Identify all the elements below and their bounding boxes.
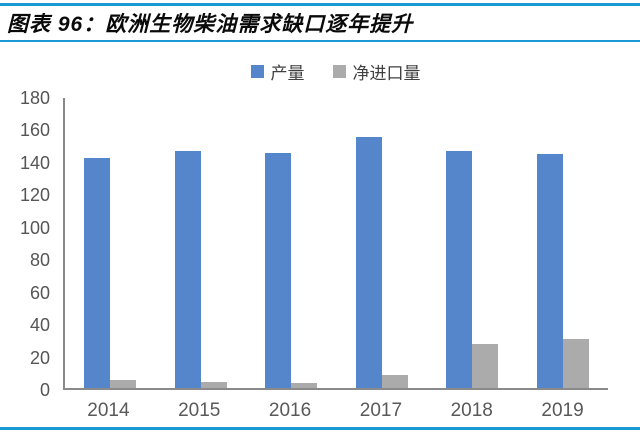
bar-group-2018 <box>427 98 518 388</box>
bar-net-imports-2017 <box>381 375 408 388</box>
bar-group-2016 <box>246 98 337 388</box>
bar-net-imports-2014 <box>110 379 137 388</box>
legend-swatch-net-imports <box>332 64 346 78</box>
x-label-2016: 2016 <box>268 400 312 421</box>
x-axis-labels: 2014 2015 2016 2017 2018 2019 <box>63 400 608 424</box>
legend-swatch-production <box>250 64 264 78</box>
y-tick-40: 40 <box>29 315 50 336</box>
bar-net-imports-2015 <box>200 381 227 388</box>
title-divider <box>0 40 640 42</box>
x-label-2018: 2018 <box>450 400 493 421</box>
bar-production-2015 <box>174 151 201 388</box>
bar-net-imports-2019 <box>562 339 589 388</box>
y-tick-100: 100 <box>19 217 50 238</box>
y-tick-180: 180 <box>19 88 50 108</box>
figure-title: 图表 96：欧洲生物柴油需求缺口逐年提升 <box>7 13 414 36</box>
bar-group-2015 <box>156 98 247 388</box>
x-label-2015: 2015 <box>178 400 221 421</box>
x-label-2017: 2017 <box>359 400 403 421</box>
legend-item-net-imports: 净进口量 <box>332 59 421 84</box>
y-tick-140: 140 <box>19 152 50 173</box>
top-divider <box>0 3 640 6</box>
bottom-divider <box>0 427 640 430</box>
bar-production-2016 <box>265 152 292 388</box>
y-tick-0: 0 <box>39 380 50 400</box>
y-tick-80: 80 <box>29 250 50 271</box>
plot-area <box>63 98 608 390</box>
y-tick-120: 120 <box>19 185 50 206</box>
x-label-2014: 2014 <box>87 400 130 421</box>
bar-group-2014 <box>65 98 156 388</box>
legend-item-production: 产量 <box>250 59 305 84</box>
bar-production-2017 <box>355 136 382 388</box>
y-tick-160: 160 <box>19 120 50 141</box>
y-tick-60: 60 <box>29 282 50 303</box>
bar-production-2018 <box>446 151 473 388</box>
bar-production-2019 <box>536 154 563 388</box>
bar-net-imports-2018 <box>472 344 499 388</box>
chart-legend: 产量 净进口量 <box>63 58 608 84</box>
legend-label-net-imports: 净进口量 <box>352 63 421 83</box>
bar-group-2017 <box>337 98 428 388</box>
bar-net-imports-2016 <box>291 383 318 388</box>
bar-production-2014 <box>84 157 111 388</box>
y-tick-20: 20 <box>29 347 50 368</box>
y-axis-tick-labels: 180 160 140 120 100 80 60 40 20 0 <box>0 88 54 400</box>
legend-label-production: 产量 <box>270 63 305 83</box>
x-label-2019: 2019 <box>541 400 584 421</box>
bar-group-2019 <box>518 98 609 388</box>
